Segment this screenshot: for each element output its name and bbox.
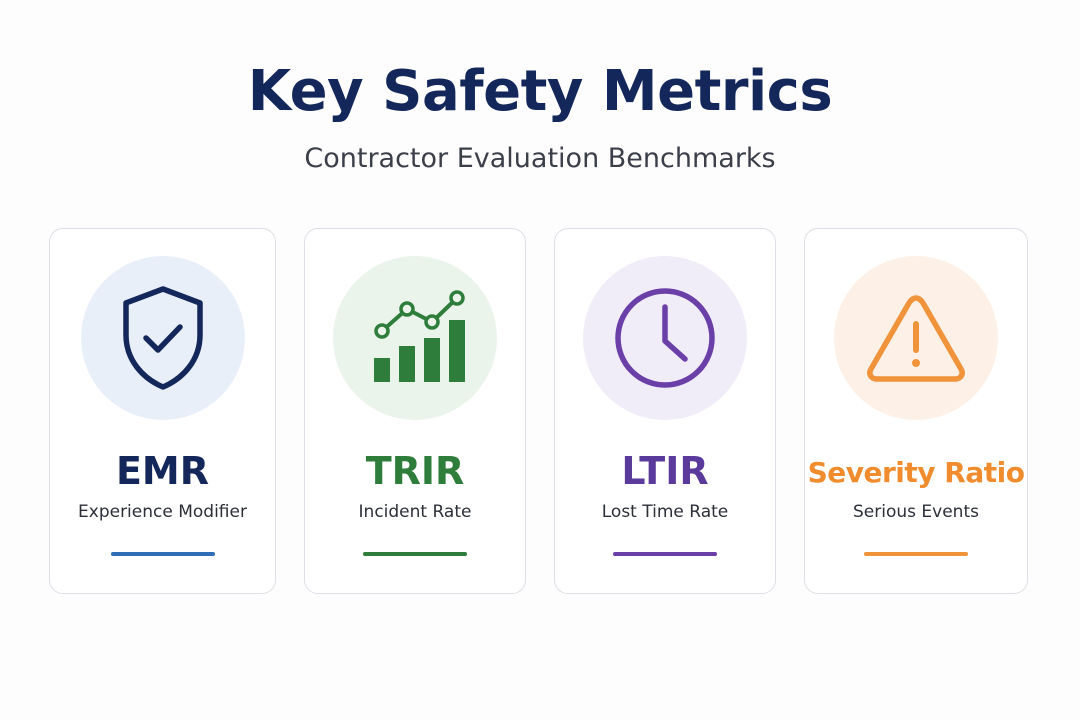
metric-abbr: EMR xyxy=(115,449,210,493)
accent-underline xyxy=(864,552,968,556)
metric-description: Incident Rate xyxy=(358,502,472,522)
metric-description: Serious Events xyxy=(853,502,979,522)
accent-underline xyxy=(363,552,467,556)
icon-circle-emr xyxy=(80,256,245,420)
icon-circle-ltir xyxy=(583,256,747,420)
metric-abbr: TRIR xyxy=(365,449,465,493)
metric-description: Lost Time Rate xyxy=(601,502,729,522)
metric-card-trir: TRIR Incident Rate xyxy=(304,228,526,594)
metric-card-severity-ratio: Severity Ratio Serious Events xyxy=(804,228,1028,594)
clock-icon xyxy=(615,288,715,388)
metric-abbr: Severity Ratio xyxy=(807,456,1025,489)
page-title: Key Safety Metrics xyxy=(247,59,833,124)
bar-chart-trend-icon xyxy=(374,290,465,382)
accent-underline xyxy=(110,552,215,556)
icon-circle-severity xyxy=(834,256,998,420)
page-subtitle: Contractor Evaluation Benchmarks xyxy=(304,143,776,174)
metric-abbr: LTIR xyxy=(621,449,709,493)
metric-card-ltir: LTIR Lost Time Rate xyxy=(554,228,776,594)
accent-underline xyxy=(613,552,717,556)
warning-triangle-icon xyxy=(867,295,965,382)
metric-card-emr: EMR Experience Modifier xyxy=(49,228,276,594)
shield-check-icon xyxy=(122,286,203,390)
metric-description: Experience Modifier xyxy=(78,502,247,522)
icon-circle-trir xyxy=(333,256,497,420)
